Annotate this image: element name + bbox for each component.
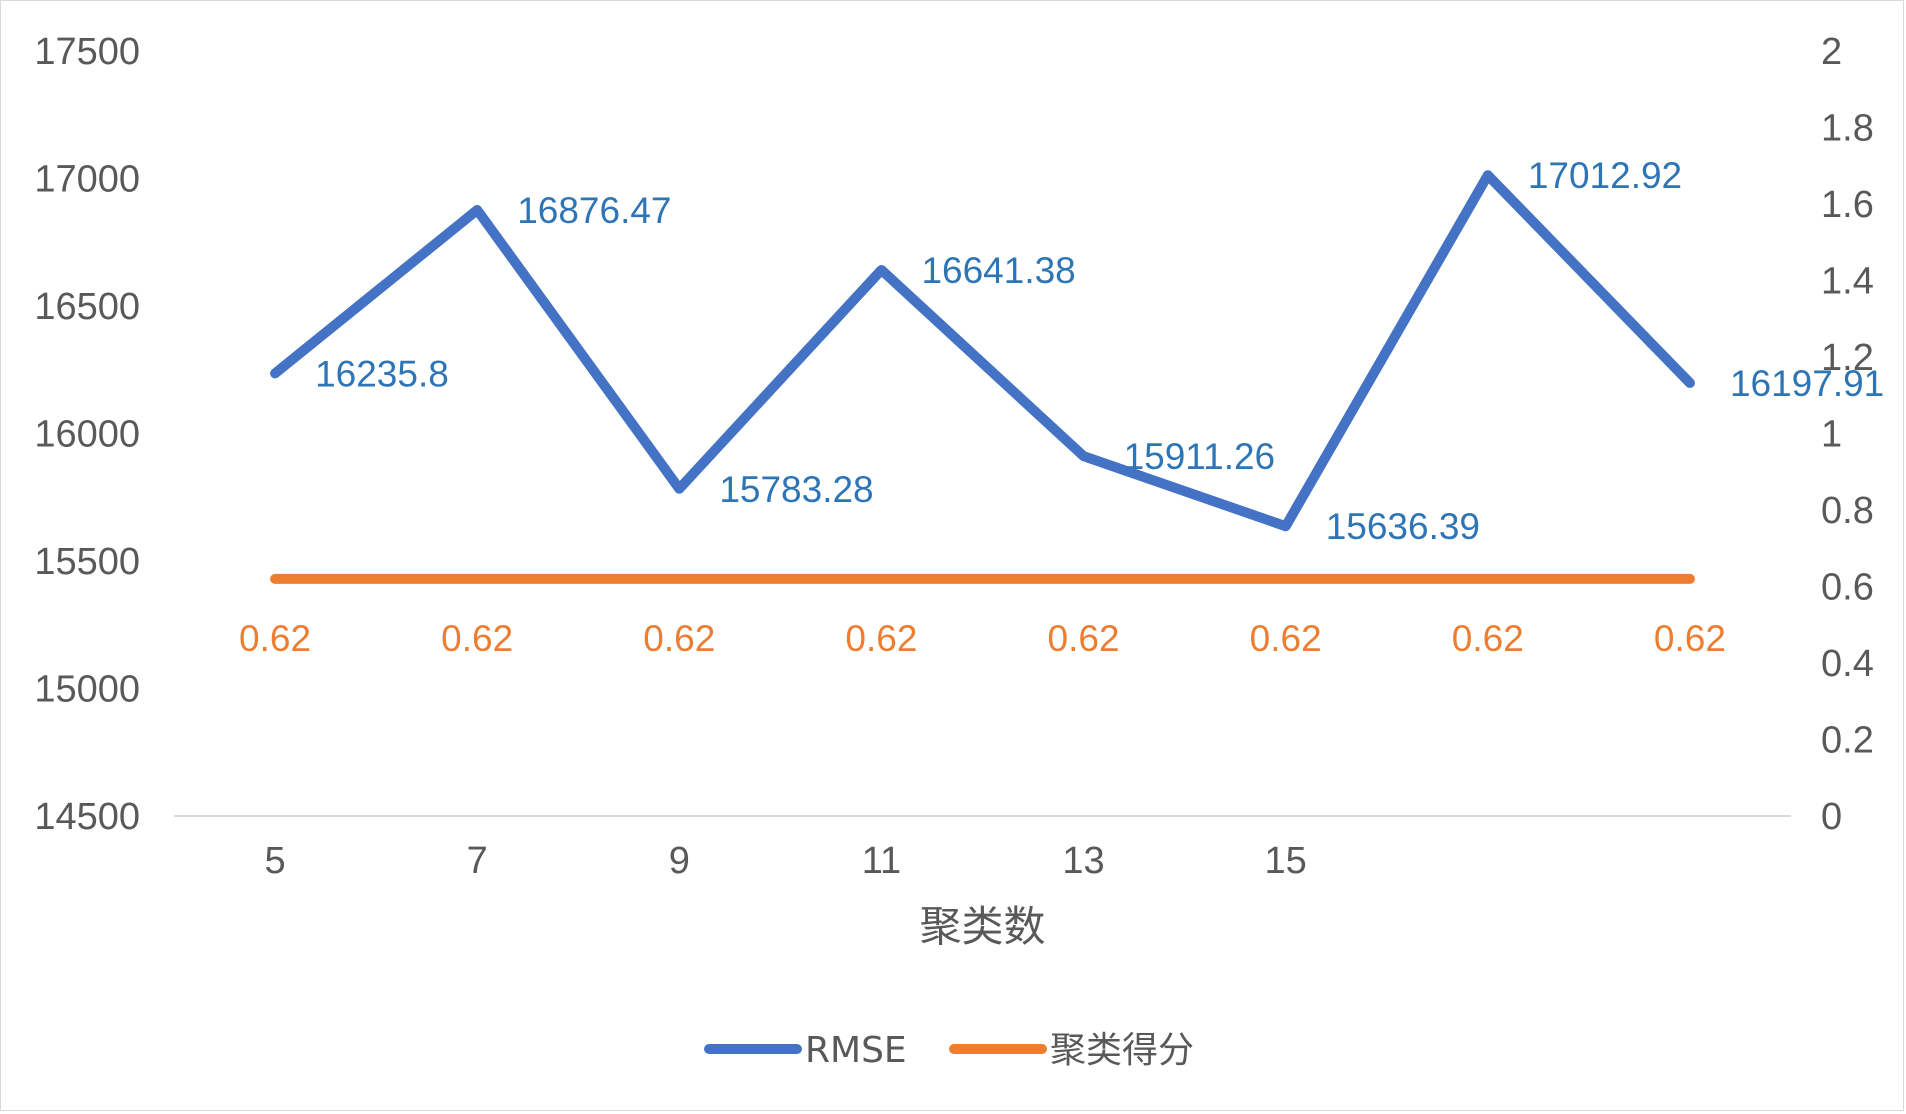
right-axis-tick-label: 0.2 [1821,720,1874,762]
right-axis-tick-label: 0 [1821,796,1842,838]
right-axis-tick-label: 1.8 [1821,108,1874,150]
data-label: 0.62 [1654,618,1726,659]
x-axis-tick-label: 11 [862,840,901,882]
data-label: 0.62 [1048,618,1120,659]
data-label: 0.62 [643,618,715,659]
left-axis-tick-label: 15000 [34,669,140,711]
data-label: 16876.47 [517,190,671,231]
x-axis-ticks: 5 7 9 11 13 15 [264,840,1306,882]
right-axis-tick-label: 0.8 [1821,490,1874,532]
data-label: 16197.91 [1730,363,1884,404]
data-label: 0.62 [1452,618,1524,659]
right-axis-tick-label: 2 [1821,31,1842,73]
right-axis-tick-label: 1 [1821,414,1842,456]
data-label: 17012.92 [1528,155,1682,196]
series-line-rmse [270,170,1695,532]
data-label: 0.62 [239,618,311,659]
data-label: 15911.26 [1124,436,1276,477]
x-axis-tick-label: 5 [264,840,285,882]
data-label: 15783.28 [719,469,873,510]
right-axis-tick-label: 1.6 [1821,184,1874,226]
left-axis-tick-label: 16500 [34,286,140,328]
data-label: 0.62 [845,618,917,659]
data-labels: 16235.8 16876.47 15783.28 16641.38 15911.26 1… [239,155,1884,659]
series-layer [270,170,1695,584]
left-axis-tick-label: 15500 [34,541,140,583]
x-axis-tick-label: 9 [669,840,690,882]
data-label: 16235.8 [315,353,449,394]
right-axis-tick-label: 1.2 [1821,337,1874,379]
data-label: 0.62 [1250,618,1322,659]
legend: RMSE 聚类得分 [704,1030,1194,1071]
right-axis-tick-label: 1.4 [1821,261,1874,303]
left-axis-tick-label: 16000 [34,414,140,456]
left-axis-tick-label: 17000 [34,159,140,201]
x-axis-tick-label: 15 [1265,840,1307,882]
data-label: 0.62 [441,618,513,659]
right-axis-ticks: 2 1.8 1.6 1.4 1.2 1 0.8 0.6 0.4 0.2 0 [1821,31,1874,838]
right-axis-tick-label: 0.4 [1821,643,1874,685]
right-axis-tick-label: 0.6 [1821,567,1874,609]
data-label: 15636.39 [1326,506,1480,547]
legend-label: RMSE [805,1030,907,1071]
x-axis-tick-label: 13 [1062,840,1104,882]
left-axis-ticks: 17500 17000 16500 16000 15500 15000 14500 [34,31,140,838]
x-axis-tick-label: 7 [467,840,488,882]
left-axis-tick-label: 14500 [34,796,140,838]
x-axis-title: 聚类数 [919,902,1045,951]
legend-label: 聚类得分 [1050,1030,1194,1071]
data-label: 16641.38 [921,250,1075,291]
left-axis-tick-label: 17500 [34,31,140,73]
